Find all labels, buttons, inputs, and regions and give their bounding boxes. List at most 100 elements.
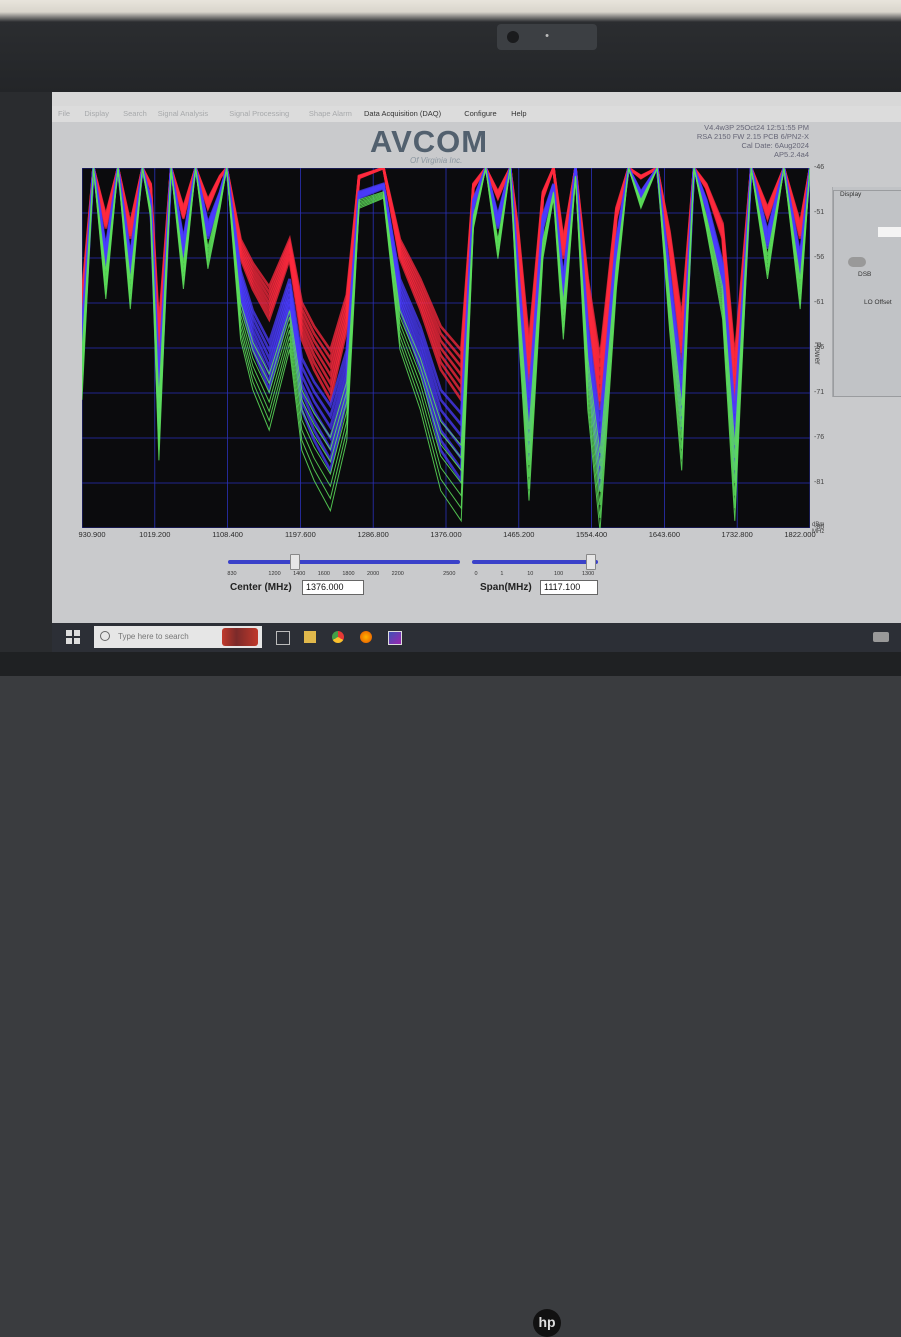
spectrum-app-icon[interactable] bbox=[388, 631, 402, 645]
trace-line bbox=[82, 168, 810, 518]
dsb-label: DSB bbox=[858, 271, 872, 278]
menu-item[interactable]: Data Acquisition (DAQ) bbox=[364, 109, 442, 118]
screen: File Display Search Signal Analysis Signal P… bbox=[52, 92, 901, 652]
search-placeholder: Type here to search bbox=[118, 632, 189, 641]
y-units: dBm bbox=[812, 522, 825, 528]
taskbar-search[interactable]: Type here to search bbox=[94, 626, 262, 648]
axis-units: dBm MHz bbox=[812, 522, 824, 536]
trace-line bbox=[82, 168, 810, 493]
span-scale-label: 100 bbox=[554, 571, 564, 577]
lo-offset-label: LO Offset bbox=[864, 299, 892, 306]
span-scale-label: 10 bbox=[527, 571, 534, 577]
laptop-bezel-bottom: hp bbox=[0, 652, 901, 1337]
span-input[interactable] bbox=[540, 580, 598, 595]
search-icon bbox=[100, 631, 110, 641]
trace-line bbox=[82, 168, 810, 506]
laptop-bezel-top: • bbox=[0, 0, 901, 92]
x-tick-label: 1019.200 bbox=[139, 530, 171, 539]
x-tick-label: 1108.400 bbox=[212, 530, 243, 539]
span-scale-label: 0 bbox=[474, 571, 478, 577]
y-tick-label: -56 bbox=[814, 254, 825, 261]
y-tick-label: -46 bbox=[814, 164, 825, 171]
device-info-line: RSA 2150 FW 2.15 PCB 6/PN2-X bbox=[696, 132, 809, 141]
device-info-line: AP5.2.4a4 bbox=[773, 150, 809, 159]
center-slider-thumb[interactable] bbox=[290, 554, 300, 570]
file-explorer-icon[interactable] bbox=[304, 631, 316, 643]
x-tick-label: 1465.200 bbox=[503, 530, 535, 539]
x-tick-label: 1732.800 bbox=[721, 530, 753, 539]
y-tick-label: -86 bbox=[814, 524, 825, 531]
center-scale-label: 2500 bbox=[443, 571, 456, 577]
camera-lens-icon bbox=[507, 31, 519, 43]
menu-bar: File Display Search Signal Analysis Signal P… bbox=[52, 106, 901, 122]
trace-line bbox=[82, 168, 810, 454]
window-titlebar bbox=[52, 92, 901, 106]
y-tick-label: -51 bbox=[814, 209, 825, 216]
menu-item[interactable]: Help bbox=[511, 109, 527, 118]
menu-item[interactable]: Search bbox=[123, 109, 147, 118]
webcam: • bbox=[497, 24, 597, 50]
menu-item[interactable]: Configure bbox=[464, 109, 497, 118]
dsb-toggle[interactable] bbox=[848, 257, 866, 267]
y-tick-label: -81 bbox=[814, 479, 825, 486]
center-label: Center (MHz) bbox=[230, 582, 292, 593]
trace-line bbox=[82, 168, 810, 480]
x-tick-label: 930.900 bbox=[78, 530, 106, 539]
y-tick-label: -61 bbox=[814, 299, 825, 306]
y-axis-label: Power bbox=[813, 342, 822, 365]
x-units: MHz bbox=[812, 529, 825, 535]
avcom-logo: AVCOM Of Virginia Inc. bbox=[370, 122, 570, 166]
span-scale-label: 1300 bbox=[581, 571, 595, 577]
y-tick-label: -66 bbox=[814, 344, 825, 351]
menu-item[interactable]: Display bbox=[84, 109, 109, 118]
span-label: Span(MHz) bbox=[480, 582, 532, 593]
spectrum-plot[interactable] bbox=[82, 168, 810, 528]
center-scale-label: 1200 bbox=[268, 571, 281, 577]
menu-item[interactable]: Signal Processing bbox=[229, 109, 290, 118]
trace-line bbox=[82, 168, 810, 467]
trace-line bbox=[82, 168, 810, 359]
right-panel: Display DSB LO Offset bbox=[832, 187, 901, 397]
x-tick-label: 1643.600 bbox=[648, 530, 681, 539]
system-tray-icon[interactable] bbox=[873, 632, 889, 642]
menu-item[interactable]: Signal Analysis bbox=[157, 109, 209, 118]
firefox-icon[interactable] bbox=[360, 631, 372, 643]
x-tick-label: 1554.400 bbox=[575, 530, 608, 539]
task-view-icon[interactable] bbox=[276, 631, 290, 645]
span-slider[interactable] bbox=[472, 554, 598, 570]
display-field[interactable] bbox=[878, 227, 901, 237]
chrome-icon[interactable] bbox=[332, 631, 344, 643]
trace-green bbox=[82, 168, 810, 528]
center-scale-label: 2200 bbox=[391, 571, 404, 577]
hp-logo: hp bbox=[533, 1309, 561, 1337]
x-tick-label: 1286.800 bbox=[357, 530, 389, 539]
center-scale-label: 1800 bbox=[342, 571, 355, 577]
span-slider-thumb[interactable] bbox=[586, 554, 596, 570]
center-frequency-slider[interactable] bbox=[228, 554, 460, 570]
logo-subtitle: Of Virginia Inc. bbox=[410, 156, 463, 165]
y-tick-label: -71 bbox=[814, 389, 825, 396]
display-group-title: Display bbox=[840, 191, 862, 198]
center-scale-label: 1400 bbox=[293, 571, 306, 577]
search-highlight-icon bbox=[222, 628, 258, 646]
windows-start-icon[interactable] bbox=[66, 630, 80, 644]
center-frequency-input[interactable] bbox=[302, 580, 364, 595]
menu-item[interactable]: Shape Alarm bbox=[308, 109, 352, 118]
laptop-bezel-left bbox=[0, 92, 52, 676]
center-slider-track bbox=[228, 560, 460, 564]
taskbar: Type here to search bbox=[52, 623, 901, 652]
device-info-line: V4.4w3P 25Oct24 12:51:55 PM bbox=[704, 123, 809, 132]
x-tick-label: 1376.000 bbox=[430, 530, 462, 539]
span-slider-track bbox=[472, 560, 598, 564]
y-tick-label: -76 bbox=[814, 434, 825, 441]
x-tick-label: 1822.000 bbox=[784, 530, 816, 539]
display-group: Display DSB LO Offset bbox=[833, 190, 901, 397]
trace-line bbox=[82, 168, 810, 434]
menu-item[interactable]: File bbox=[58, 109, 71, 118]
trace-line bbox=[82, 168, 810, 422]
trace-line bbox=[82, 168, 810, 528]
x-tick-label: 1197.600 bbox=[285, 530, 316, 539]
center-scale-label: 2000 bbox=[366, 571, 380, 577]
device-info: V4.4w3P 25Oct24 12:51:55 PM RSA 2150 FW … bbox=[697, 123, 809, 159]
device-info-line: Cal Date: 6Aug2024 bbox=[741, 141, 809, 150]
